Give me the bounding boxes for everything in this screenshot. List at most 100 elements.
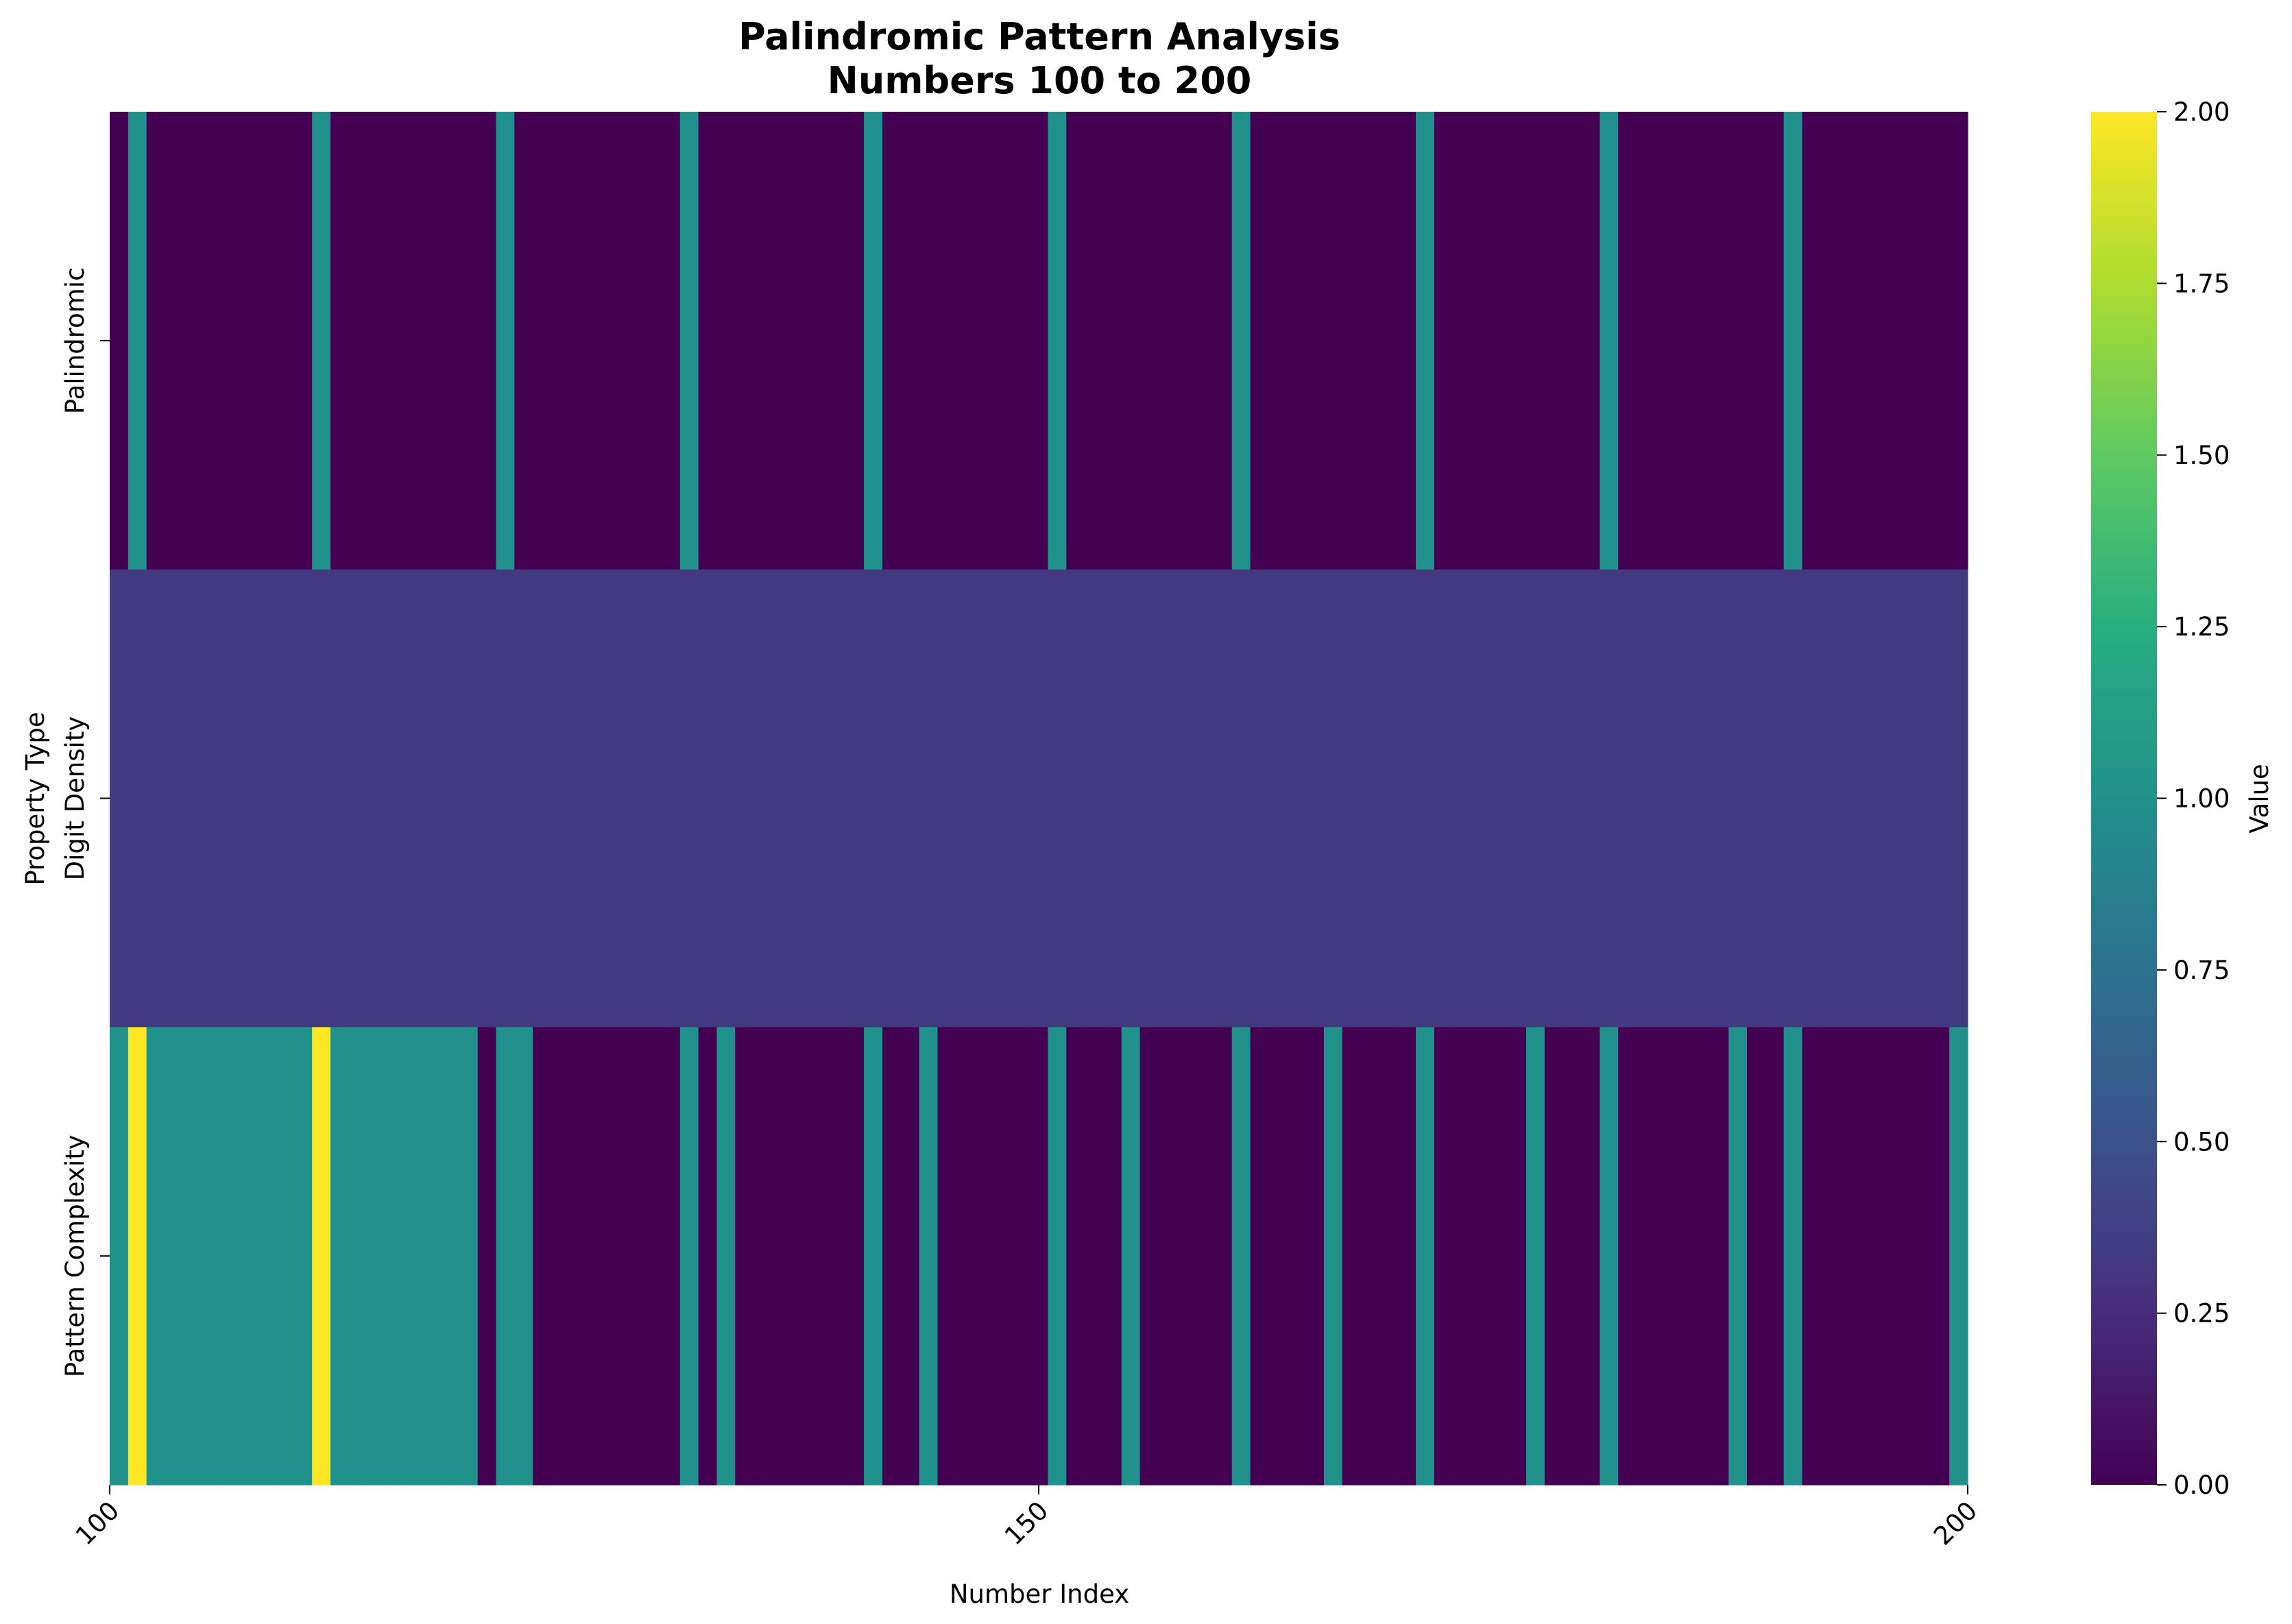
heatmap-cell [404,569,423,1028]
heatmap-cell [1048,569,1067,1028]
heatmap-cell [845,569,865,1028]
heatmap-cell [1544,569,1564,1028]
heatmap-cell [404,1027,423,1486]
heatmap-cell [1654,569,1674,1028]
heatmap-cell [771,569,791,1028]
heatmap-cell [367,112,387,570]
heatmap-cell [1213,112,1233,570]
heatmap-cell [679,112,699,570]
heatmap-cell [1323,569,1343,1028]
heatmap-cell [588,569,607,1028]
heatmap-cell [1287,1027,1306,1486]
heatmap-cell [1360,1027,1379,1486]
heatmap-cell [716,112,736,570]
heatmap-cell [1691,1027,1711,1486]
heatmap-cell [808,112,828,570]
heatmap-cell [753,569,773,1028]
heatmap-cell [1011,1027,1030,1486]
heatmap-cell [1048,112,1067,570]
heatmap-cell [753,1027,773,1486]
heatmap-cell [293,1027,313,1486]
heatmap-cell [1177,112,1196,570]
heatmap-cell [1894,1027,1914,1486]
heatmap-cell [790,112,810,570]
heatmap-cell [422,112,442,570]
colorbar-tick-label: 0.50 [2173,1127,2230,1156]
heatmap-cell [625,112,644,570]
heatmap-cell [1600,1027,1619,1486]
heatmap-cell [128,1027,147,1486]
heatmap-cell [1434,569,1453,1028]
heatmap-cell [1379,1027,1398,1486]
heatmap-cell [1195,112,1214,570]
heatmap-cell [146,112,166,570]
heatmap-cell [1563,1027,1582,1486]
heatmap-cell [1158,569,1177,1028]
heatmap-cell [661,1027,681,1486]
heatmap-cell [165,112,184,570]
heatmap-cell [128,569,147,1028]
heatmap-cell [312,1027,331,1486]
heatmap-cell [202,569,221,1028]
heatmap-cell [1931,112,1950,570]
heatmap-cell [202,1027,221,1486]
heatmap-cell [1231,1027,1251,1486]
heatmap-cell [533,1027,552,1486]
heatmap-cell [937,569,956,1028]
heatmap-cell [1563,569,1582,1028]
y-tick-label: Palindromic [60,267,90,415]
heatmap-cell [1820,112,1839,570]
heatmap-cell [1434,1027,1453,1486]
heatmap-cell [1250,569,1269,1028]
colorbar-tick-label: 1.25 [2173,612,2230,642]
colorbar-tick-label: 1.75 [2173,269,2230,298]
heatmap-cell [1158,1027,1177,1486]
heatmap-cell [219,569,239,1028]
heatmap-cell [330,112,350,570]
x-axis-ticks: 100 150 200 [70,1485,1983,1551]
heatmap-cell [1691,569,1711,1028]
heatmap-cell [1323,112,1343,570]
heatmap-cell [1471,1027,1490,1486]
heatmap-cell [919,112,939,570]
heatmap-cell [1397,112,1416,570]
heatmap-cell [1287,112,1306,570]
heatmap-cell [459,569,479,1028]
heatmap-cell [956,112,975,570]
heatmap-cell [974,112,993,570]
heatmap-cell [459,112,479,570]
heatmap-cell [551,112,570,570]
heatmap-cell [1747,1027,1766,1486]
heatmap-cell [385,112,405,570]
heatmap-cell [183,1027,202,1486]
heatmap-cell [477,112,497,570]
heatmap-cell [110,112,129,570]
heatmap-cell [385,569,405,1028]
heatmap-cell [293,569,313,1028]
heatmap-cell [1508,112,1527,570]
heatmap-cell [698,1027,718,1486]
heatmap-cell [1802,1027,1821,1486]
colorbar-tick-label: 1.50 [2173,441,2230,470]
heatmap-cell [735,112,754,570]
heatmap-cell [845,1027,865,1486]
heatmap-cell [1139,112,1159,570]
heatmap-cell [1931,1027,1950,1486]
heatmap-cell [1673,112,1693,570]
heatmap-cell [183,112,202,570]
heatmap-cell [496,1027,515,1486]
heatmap-cell [625,569,644,1028]
heatmap-cell [533,112,552,570]
heatmap-cell [790,569,810,1028]
heatmap-cell [1581,112,1600,570]
heatmap-cell [1912,569,1931,1028]
heatmap-cell [827,112,846,570]
heatmap-cell [1839,112,1858,570]
heatmap-cell [1563,112,1582,570]
heatmap-cell [716,1027,736,1486]
y-axis-ticks: Palindromic Digit Density Pattern Complexi… [60,267,110,1377]
heatmap-cell [1820,569,1839,1028]
heatmap-cell [771,1027,791,1486]
colorbar-ticks: 0.00 0.25 0.50 0.75 1.00 1.25 1.50 1.75 2.00 [2157,97,2230,1500]
